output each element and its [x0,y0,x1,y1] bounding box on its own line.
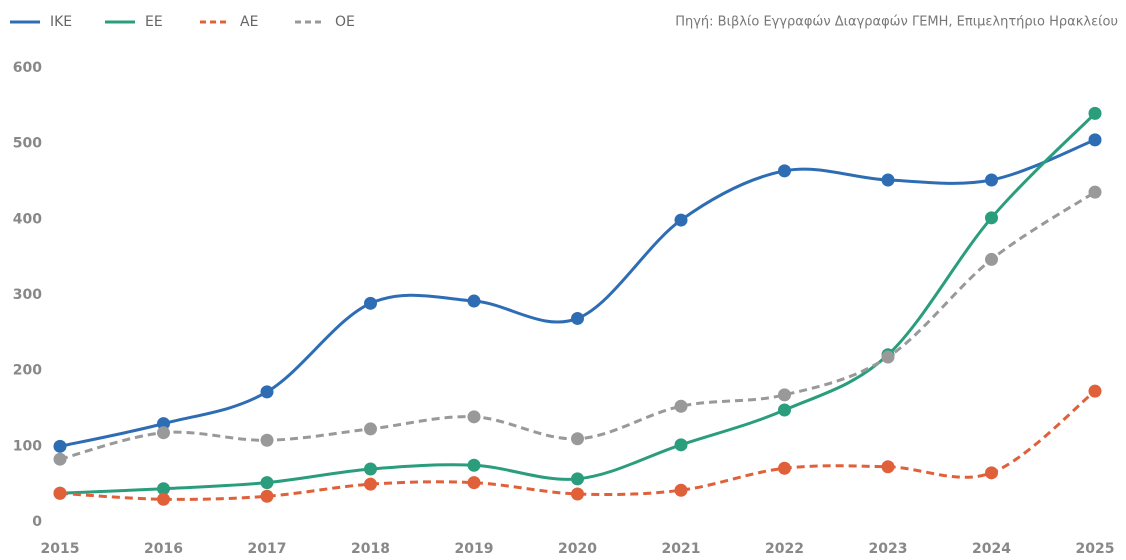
data-point [467,410,481,424]
y-tick-label: 200 [13,363,42,379]
data-point [467,458,481,472]
data-point [985,211,998,225]
data-point [985,252,998,266]
x-tick-label: 2015 [41,541,80,557]
data-point [53,439,67,453]
data-point [53,452,67,466]
data-point [1088,384,1102,398]
y-tick-label: 0 [32,514,42,530]
x-tick-label: 2020 [558,541,597,557]
data-point [985,173,998,187]
x-tick-label: 2024 [972,541,1011,557]
data-point [1088,133,1102,147]
data-point [778,461,791,475]
x-tick-label: 2021 [662,541,701,557]
x-tick-label: 2019 [455,541,494,557]
data-point [778,388,791,402]
data-point [364,422,377,436]
legend-label: IKE [50,14,72,30]
data-point [571,432,584,446]
series-line [59,138,1096,448]
data-point [571,311,584,325]
y-tick-label: 300 [13,287,42,303]
data-point [260,476,274,490]
data-point [157,492,170,506]
data-point [467,294,481,308]
legend-label: EE [145,14,163,30]
y-tick-label: 100 [13,438,42,454]
data-point [1088,106,1102,120]
data-point [157,426,170,440]
data-point [778,403,791,417]
data-point [260,433,274,447]
data-point [364,296,377,310]
legend-label: AE [240,14,258,30]
data-point [571,472,584,486]
data-point [157,482,170,496]
data-point [881,173,895,187]
data-point [674,438,688,452]
y-tick-label: 500 [13,136,42,152]
series-line [59,112,1097,495]
data-point [157,417,170,431]
y-tick-label: 400 [13,211,42,227]
data-point [985,466,998,480]
data-point [674,213,688,227]
data-point [674,483,688,497]
y-tick-label: 600 [13,60,42,76]
data-point [881,350,895,364]
data-point [364,462,377,476]
data-point [260,489,274,503]
x-tick-label: 2025 [1076,541,1115,557]
legend-label: OE [335,14,355,30]
data-point [778,164,791,178]
x-tick-label: 2022 [765,541,804,557]
x-tick-label: 2016 [144,541,183,557]
data-point [1088,185,1102,199]
x-tick-label: 2017 [248,541,287,557]
data-point [467,476,481,490]
data-point [674,399,688,413]
series-line [59,190,1096,461]
data-point [364,477,377,491]
series-line [59,389,1096,501]
source-note: Πηγή: Βιβλίο Εγγραφών Διαγραφών ΓΕΜΗ, Επ… [675,15,1118,30]
data-point [571,487,584,501]
data-point [260,385,274,399]
x-tick-label: 2023 [869,541,908,557]
x-tick-label: 2018 [351,541,390,557]
data-point [881,460,895,474]
data-point [53,486,67,500]
